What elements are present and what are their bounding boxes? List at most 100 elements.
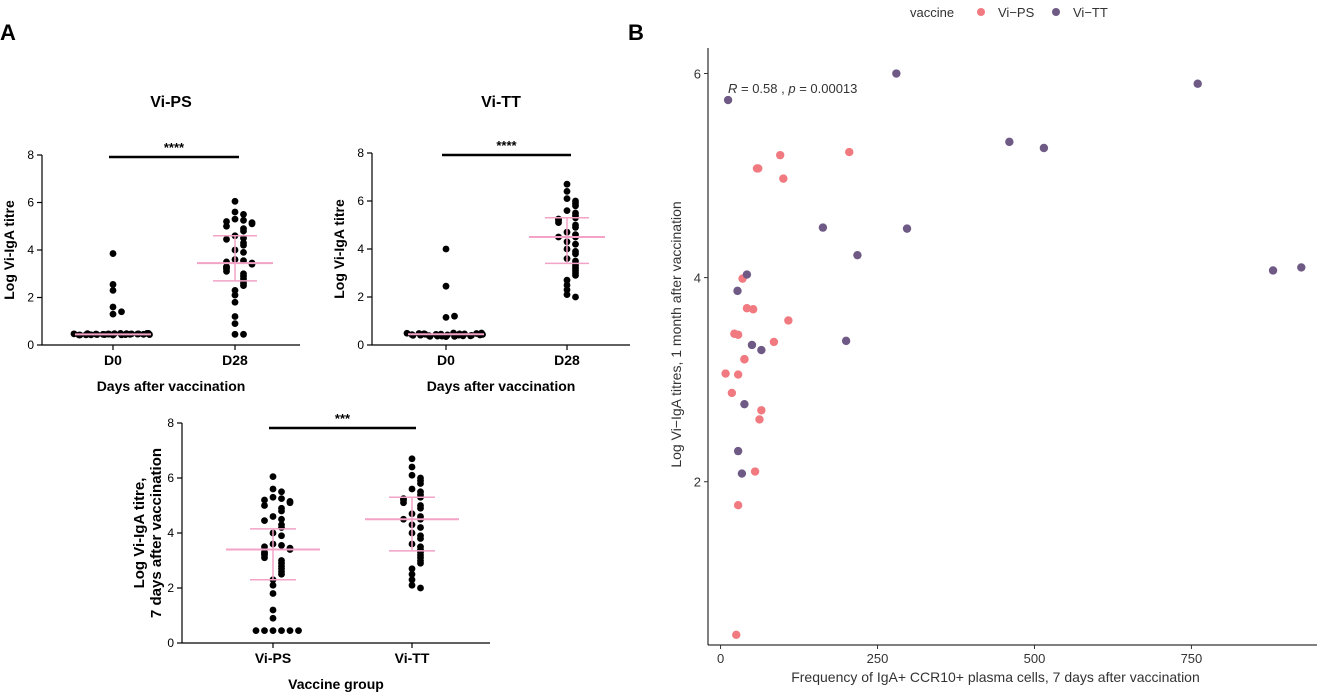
data-point-vi-ps — [727, 388, 737, 398]
data-point-vi-ps — [784, 316, 793, 325]
y-tick-label: 2 — [694, 475, 701, 490]
data-point — [278, 495, 285, 503]
data-point — [409, 332, 417, 339]
data-point — [278, 541, 285, 549]
data-point-vi-tt — [1268, 266, 1278, 275]
data-point — [261, 496, 268, 504]
data-point — [269, 513, 277, 520]
data-point-vi-tt — [740, 399, 749, 409]
data-point — [223, 218, 230, 225]
data-point-vi-tt — [742, 270, 752, 279]
data-point — [408, 576, 416, 584]
y-tick-label: 6 — [694, 67, 701, 82]
data-point — [408, 565, 416, 573]
y-tick-label: 2 — [167, 581, 174, 595]
data-point — [451, 312, 458, 320]
data-point — [231, 298, 239, 306]
data-point — [240, 282, 247, 290]
data-point-vi-ps — [730, 329, 739, 338]
chart-vi-tt: 0 2 4 6 8 D0 D28 Vi-TT Days after vaccination Log… — [331, 94, 630, 394]
data-point — [269, 627, 277, 635]
x-tick-label: 250 — [867, 651, 889, 666]
x-axis-label: Days after vaccination — [427, 378, 576, 394]
data-point — [261, 627, 268, 635]
data-point — [231, 330, 239, 338]
data-point-vi-tt — [1193, 79, 1202, 88]
x-tick-label: D28 — [554, 352, 580, 368]
data-point — [572, 293, 579, 301]
y-tick-label: 0 — [167, 636, 174, 650]
chart-title: Vi-TT — [481, 94, 521, 111]
data-point — [231, 313, 239, 320]
data-point — [408, 581, 416, 589]
data-point-vi-ps — [721, 369, 730, 378]
data-point — [408, 455, 416, 463]
data-point — [417, 480, 424, 487]
data-point — [231, 208, 239, 216]
legend-marker-vi-ps — [977, 8, 985, 16]
data-point-vi-tt — [902, 224, 912, 233]
data-point — [248, 260, 256, 268]
data-point — [231, 320, 239, 328]
data-point-vi-ps — [757, 406, 766, 415]
y-tick-label: 6 — [357, 194, 364, 208]
data-point — [278, 570, 285, 578]
data-point — [555, 219, 562, 227]
y-tick-label: 4 — [694, 271, 701, 286]
data-point — [109, 286, 117, 294]
x-tick-label: 500 — [1024, 651, 1046, 666]
data-point — [278, 524, 285, 531]
data-point — [278, 515, 285, 523]
data-point — [417, 584, 424, 592]
legend-label-vi-ps: Vi−PS — [998, 5, 1035, 20]
panel-label-a: A — [0, 20, 16, 45]
data-point-vi-tt — [853, 250, 862, 260]
data-point — [572, 250, 579, 258]
data-point — [269, 614, 277, 622]
data-point — [269, 606, 277, 614]
data-point — [563, 188, 571, 195]
data-point — [269, 473, 277, 481]
x-axis-label: Vaccine group — [288, 676, 384, 692]
data-point-vi-tt — [841, 336, 851, 346]
data-point — [442, 282, 450, 290]
y-tick-label: 6 — [27, 196, 34, 210]
data-point — [109, 250, 117, 257]
data-point-vi-tt — [818, 223, 828, 232]
data-point — [278, 532, 285, 540]
data-point — [70, 330, 78, 338]
data-point-vi-ps — [755, 415, 764, 424]
y-axis-label-line: 7 days after vaccination — [148, 448, 165, 618]
x-axis-label: Days after vaccination — [97, 378, 246, 394]
data-point-vi-ps — [732, 630, 741, 639]
data-point — [240, 241, 247, 249]
legend-title: vaccine — [910, 5, 954, 20]
y-tick-label: 6 — [167, 471, 174, 485]
data-point — [417, 535, 424, 542]
data-point — [278, 507, 285, 515]
data-point — [231, 286, 239, 294]
y-tick-label: 0 — [27, 338, 34, 352]
data-point — [295, 627, 302, 635]
data-point — [400, 499, 407, 507]
data-point — [442, 314, 450, 321]
data-point — [563, 291, 571, 298]
x-tick-label: Vi-TT — [395, 650, 430, 666]
data-point — [252, 627, 260, 635]
y-axis-label-line: Log Vi-IgA titre, — [131, 478, 148, 589]
data-point — [231, 215, 239, 223]
x-tick-label: Vi-PS — [255, 650, 291, 666]
y-axis-label: Log Vi-IgA titre — [1, 200, 17, 300]
data-point — [240, 216, 247, 224]
data-point — [408, 463, 416, 471]
data-point-vi-tt — [733, 286, 742, 296]
data-point-vi-ps — [742, 304, 752, 313]
data-point — [563, 207, 571, 215]
panel-label-b: B — [628, 20, 644, 45]
data-point — [572, 272, 579, 279]
data-point-vi-ps — [750, 467, 760, 476]
data-point-vi-ps — [740, 355, 749, 364]
annotation-part: = 0.58 , — [737, 81, 788, 96]
data-point-vi-tt — [733, 446, 743, 456]
data-point — [223, 267, 230, 275]
